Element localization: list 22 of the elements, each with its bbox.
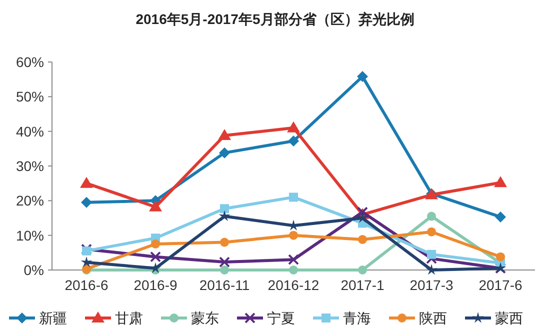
legend-label: 新疆 bbox=[39, 310, 67, 326]
legend-label: 蒙西 bbox=[495, 310, 523, 326]
x-tick-label: 2016-9 bbox=[134, 277, 178, 293]
y-tick-label: 20% bbox=[16, 192, 44, 209]
y-tick-label: 50% bbox=[16, 88, 44, 105]
x-tick-label: 2017-6 bbox=[478, 277, 523, 293]
legend-label: 宁夏 bbox=[267, 310, 295, 326]
y-tick-label: 30% bbox=[16, 158, 44, 174]
x-tick-label: 2017-1 bbox=[340, 277, 385, 293]
legend-label: 甘肃 bbox=[115, 310, 143, 326]
x-tick-label: 2016-12 bbox=[268, 277, 320, 293]
y-tick-label: 0% bbox=[24, 262, 44, 278]
y-tick-label: 60% bbox=[16, 54, 44, 70]
x-tick-label: 2017-3 bbox=[410, 277, 454, 293]
y-tick-label: 40% bbox=[16, 123, 44, 140]
chart-title: 2016年5月-2017年5月部分省（区）弃光比例 bbox=[136, 11, 414, 27]
legend-label: 陕西 bbox=[419, 310, 447, 326]
legend-label: 青海 bbox=[343, 310, 371, 326]
x-tick-label: 2016-6 bbox=[64, 277, 109, 293]
legend-label: 蒙东 bbox=[191, 310, 219, 326]
x-tick-label: 2016-11 bbox=[199, 277, 250, 293]
y-tick-label: 10% bbox=[16, 227, 44, 244]
